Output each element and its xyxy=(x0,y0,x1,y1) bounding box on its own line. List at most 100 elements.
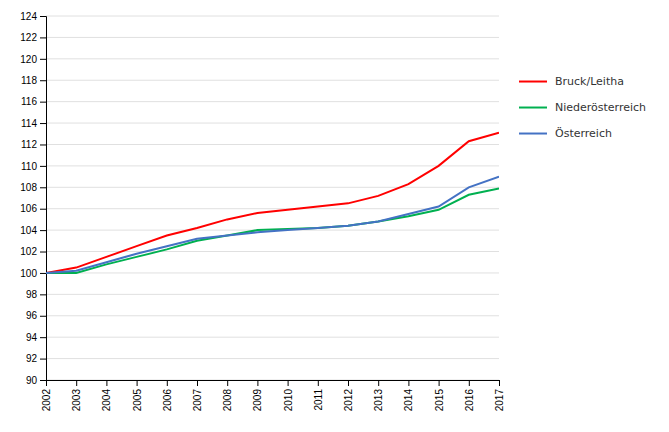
y-tick-mark xyxy=(40,273,46,274)
grid-line xyxy=(46,272,499,273)
y-tick-mark xyxy=(40,230,46,231)
y-tick-label: 124 xyxy=(20,11,37,22)
x-tick-label: 2007 xyxy=(192,389,203,412)
lines xyxy=(46,133,499,273)
y-tick-mark xyxy=(40,316,46,317)
y-tick: 100 xyxy=(20,268,46,279)
x-tick: 2015 xyxy=(434,380,445,411)
y-tick-label: 100 xyxy=(20,268,37,279)
y-tick-mark xyxy=(40,252,46,253)
x-axis: 2002 2003 2004 2005 2006 2007 2008 2009 2010 2011… xyxy=(41,380,505,411)
x-tick: 2008 xyxy=(222,380,233,411)
y-tick-mark xyxy=(40,209,46,210)
grid-line xyxy=(46,251,499,252)
y-tick-label: 120 xyxy=(20,54,37,65)
y-tick: 112 xyxy=(21,139,46,150)
y-tick: 114 xyxy=(21,118,46,129)
y-tick-mark xyxy=(40,37,46,38)
x-tick-label: 2005 xyxy=(132,389,143,412)
y-tick-label: 112 xyxy=(21,139,37,150)
x-tick-mark xyxy=(257,380,258,386)
x-tick-label: 2011 xyxy=(313,389,324,411)
legend-item: Bruck/Leitha xyxy=(519,75,624,88)
y-tick-label: 110 xyxy=(21,161,37,172)
x-tick-mark xyxy=(227,380,228,386)
grid-line xyxy=(46,101,499,102)
x-tick: 2010 xyxy=(283,380,294,411)
x-tick-label: 2006 xyxy=(162,389,173,412)
grid-line xyxy=(46,58,499,59)
x-tick-label: 2015 xyxy=(434,389,445,412)
chart-svg: 2002 2003 2004 2005 2006 2007 2008 2009 2010 2011… xyxy=(0,0,669,432)
legend-label: Niederösterreich xyxy=(555,101,646,114)
series-line xyxy=(46,177,499,273)
x-tick: 2005 xyxy=(132,380,143,411)
x-tick-label: 2016 xyxy=(464,389,475,412)
x-tick: 2011 xyxy=(313,380,324,411)
x-tick-mark xyxy=(499,380,500,386)
y-tick: 110 xyxy=(21,161,46,172)
x-tick: 2007 xyxy=(192,380,203,411)
grid xyxy=(46,16,499,380)
y-tick: 108 xyxy=(20,182,46,193)
x-tick-mark xyxy=(348,380,349,386)
series-line xyxy=(46,133,499,273)
x-tick-mark xyxy=(318,380,319,386)
y-tick: 124 xyxy=(20,11,46,22)
x-tick: 2014 xyxy=(403,380,414,411)
legend-swatch xyxy=(519,133,547,135)
y-tick-label: 90 xyxy=(26,375,38,386)
y-tick-label: 122 xyxy=(20,32,37,43)
y-tick: 118 xyxy=(21,75,46,86)
x-axis-line xyxy=(47,381,500,387)
x-tick-label: 2017 xyxy=(494,389,505,412)
y-tick-mark xyxy=(40,337,46,338)
grid-line xyxy=(46,80,499,81)
y-tick: 94 xyxy=(26,332,46,343)
x-tick: 2012 xyxy=(343,380,354,411)
y-tick: 90 xyxy=(26,375,46,386)
y-tick-label: 116 xyxy=(21,96,37,107)
y-tick-mark xyxy=(40,294,46,295)
x-tick: 2006 xyxy=(162,380,173,411)
x-tick: 2013 xyxy=(373,380,384,411)
y-tick-mark xyxy=(40,166,46,167)
x-tick-label: 2003 xyxy=(71,389,82,412)
x-tick-mark xyxy=(439,380,440,386)
y-tick-label: 102 xyxy=(20,246,37,257)
x-tick-label: 2009 xyxy=(252,389,263,412)
grid-line xyxy=(46,37,499,38)
legend: Bruck/LeithaNiederösterreichÖsterreich xyxy=(519,75,646,140)
x-tick-mark xyxy=(167,380,168,386)
y-tick-mark xyxy=(40,80,46,81)
y-tick-label: 104 xyxy=(20,225,37,236)
x-tick-label: 2008 xyxy=(222,389,233,412)
y-tick-mark xyxy=(40,187,46,188)
y-tick-label: 98 xyxy=(26,289,38,300)
x-tick: 2003 xyxy=(71,380,82,411)
y-tick-mark xyxy=(40,123,46,124)
y-tick-label: 118 xyxy=(21,75,37,86)
x-tick-label: 2002 xyxy=(41,389,52,412)
chart-container: 2002 2003 2004 2005 2006 2007 2008 2009 2010 2011… xyxy=(0,0,669,432)
x-tick-mark xyxy=(469,380,470,386)
y-tick-label: 114 xyxy=(21,118,37,129)
y-tick: 96 xyxy=(26,310,46,321)
y-tick-mark xyxy=(40,102,46,103)
x-tick-label: 2010 xyxy=(283,389,294,412)
x-tick-mark xyxy=(106,380,107,386)
legend-label: Bruck/Leitha xyxy=(555,75,624,88)
grid-line xyxy=(46,358,499,359)
grid-line xyxy=(46,16,499,17)
y-tick: 104 xyxy=(20,225,46,236)
x-tick-mark xyxy=(76,380,77,386)
x-tick-mark xyxy=(408,380,409,386)
grid-line xyxy=(46,337,499,338)
x-tick: 2004 xyxy=(101,380,112,411)
y-tick: 98 xyxy=(26,289,46,300)
plot-root: 2002 2003 2004 2005 2006 2007 2008 2009 2010 2011… xyxy=(20,11,646,412)
y-tick-mark xyxy=(40,380,46,381)
y-tick-label: 108 xyxy=(20,182,37,193)
grid-line xyxy=(46,294,499,295)
x-tick-mark xyxy=(378,380,379,386)
